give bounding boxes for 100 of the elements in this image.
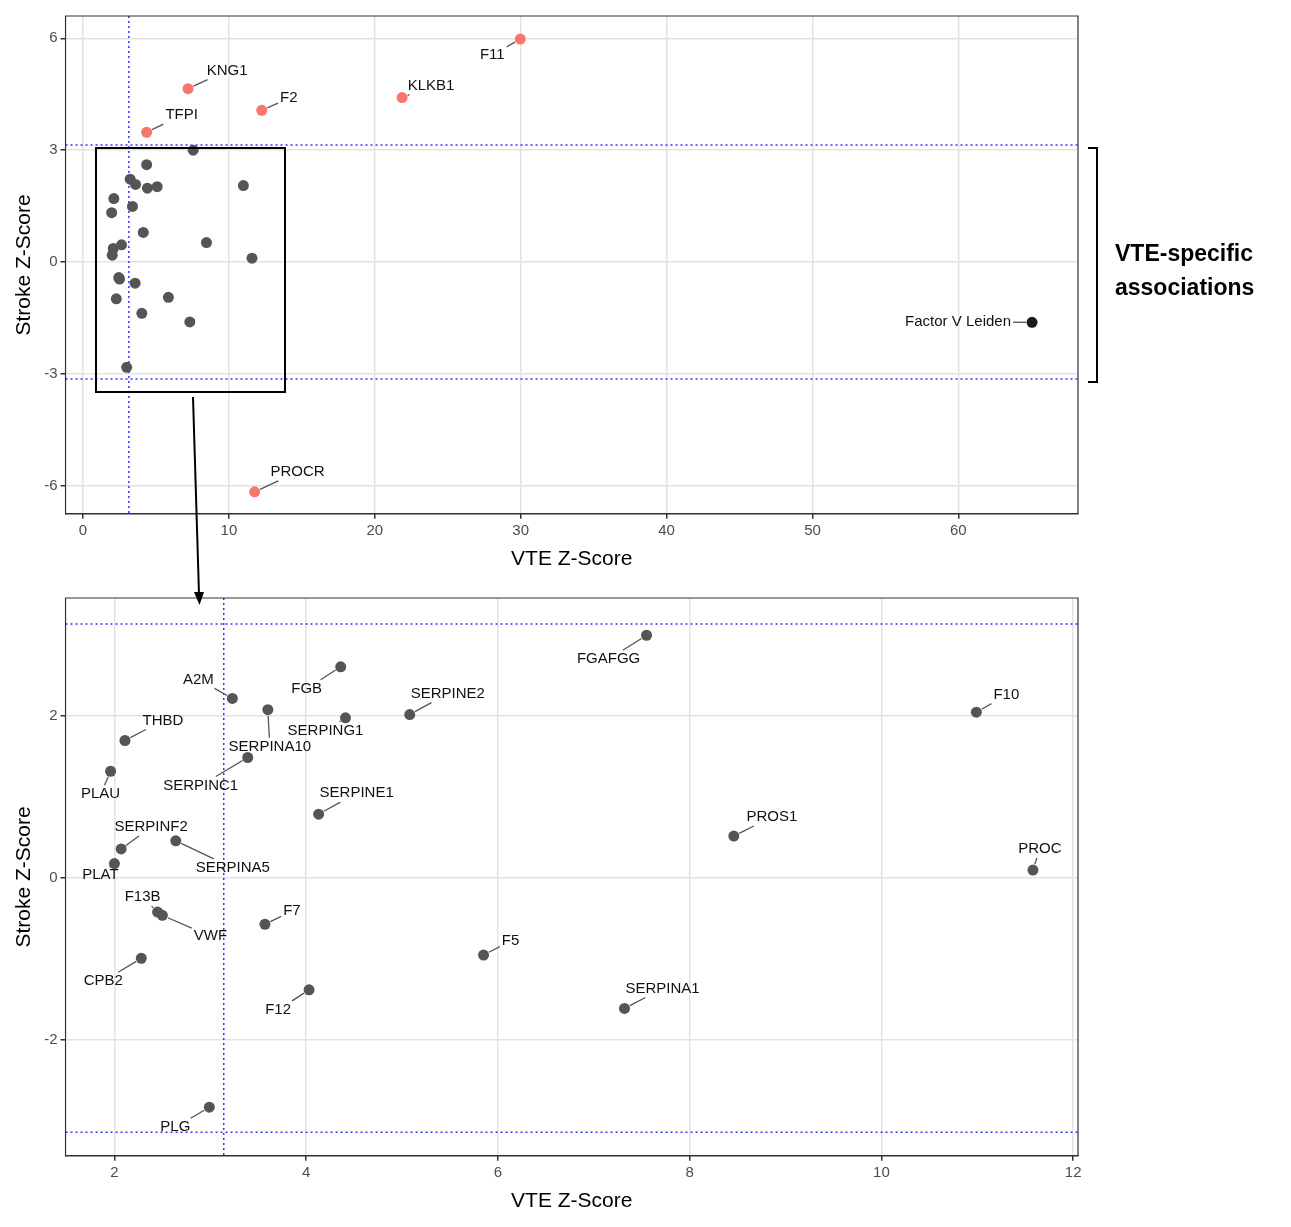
point bbox=[130, 178, 142, 190]
y-tick-label: 6 bbox=[49, 28, 58, 46]
point bbox=[256, 104, 268, 116]
point bbox=[106, 207, 118, 219]
y-tick-label: -2 bbox=[44, 1030, 58, 1048]
point bbox=[728, 830, 740, 842]
x-axis-title: VTE Z-Score bbox=[511, 546, 633, 570]
y-tick-label: 0 bbox=[49, 252, 58, 270]
point bbox=[1027, 864, 1039, 876]
point bbox=[340, 712, 351, 724]
x-axis-title: VTE Z-Score bbox=[511, 1188, 633, 1212]
point bbox=[970, 706, 982, 718]
x-tick-label: 30 bbox=[512, 520, 530, 538]
point bbox=[249, 486, 261, 498]
x-tick-label: 20 bbox=[366, 520, 384, 538]
point bbox=[478, 949, 490, 961]
x-tick-label: 8 bbox=[685, 1162, 694, 1180]
point bbox=[110, 293, 122, 305]
point bbox=[303, 984, 315, 996]
point bbox=[396, 92, 408, 104]
annotation: PLG bbox=[160, 1117, 191, 1135]
point bbox=[184, 316, 196, 328]
point bbox=[226, 692, 238, 704]
x-tick-label: 60 bbox=[950, 520, 967, 538]
annotation: KLKB1 bbox=[407, 75, 455, 93]
point bbox=[121, 361, 133, 373]
annotation: FGAFGG bbox=[576, 649, 641, 667]
annotation: PLAU bbox=[81, 784, 121, 802]
annotation: TFPI bbox=[165, 105, 198, 123]
annotation: F7 bbox=[283, 901, 301, 919]
annotation: SERPINF2 bbox=[114, 817, 188, 835]
annotation: PROC bbox=[1018, 839, 1062, 857]
point bbox=[162, 291, 174, 303]
annotation: F11 bbox=[479, 45, 505, 63]
point bbox=[105, 765, 117, 777]
x-tick-label: 4 bbox=[302, 1162, 311, 1180]
x-tick-label: 40 bbox=[658, 520, 675, 538]
annotation: SERPINA10 bbox=[228, 736, 312, 754]
x-tick-label: 10 bbox=[220, 520, 238, 538]
y-tick-label: 3 bbox=[49, 140, 58, 158]
point bbox=[116, 239, 128, 251]
point bbox=[156, 909, 168, 921]
point bbox=[170, 835, 182, 847]
annotation: THBD bbox=[142, 710, 184, 728]
annotation: F5 bbox=[501, 931, 520, 949]
point bbox=[246, 252, 258, 264]
x-tick-label: 50 bbox=[804, 520, 821, 538]
annotation: SERPINC1 bbox=[163, 775, 239, 793]
point bbox=[237, 180, 249, 192]
point bbox=[141, 159, 153, 171]
annotation: F10 bbox=[993, 685, 1020, 703]
point bbox=[1026, 316, 1038, 328]
annotation: F13B bbox=[124, 887, 161, 905]
annotation: SERPINE2 bbox=[410, 683, 485, 701]
point bbox=[108, 193, 120, 205]
text: VTE-specific associations bbox=[1115, 239, 1256, 302]
point bbox=[115, 843, 127, 855]
annotation: F2 bbox=[280, 88, 298, 106]
y-tick-label: -3 bbox=[44, 363, 58, 381]
y-axis-title: Stroke Z-Score bbox=[11, 194, 35, 336]
annotation: FGB bbox=[291, 678, 323, 696]
point bbox=[619, 1002, 630, 1014]
point bbox=[127, 200, 138, 212]
annotation: A2M bbox=[182, 669, 214, 687]
point bbox=[141, 126, 153, 138]
point bbox=[129, 277, 141, 289]
point bbox=[242, 751, 254, 763]
y-tick-label: 2 bbox=[49, 706, 58, 724]
x-tick-label: 6 bbox=[493, 1162, 503, 1180]
point bbox=[259, 918, 271, 930]
point bbox=[404, 709, 416, 721]
annotation: SERPINA5 bbox=[195, 858, 270, 876]
point bbox=[262, 704, 274, 716]
annotation: PROS1 bbox=[746, 807, 798, 825]
point bbox=[151, 181, 163, 193]
point bbox=[641, 629, 653, 641]
point bbox=[200, 237, 212, 249]
y-tick-label: 0 bbox=[49, 868, 58, 886]
x-tick-label: 2 bbox=[110, 1162, 119, 1180]
point bbox=[313, 808, 325, 820]
annotation: SERPINE1 bbox=[319, 783, 394, 801]
point bbox=[135, 952, 147, 964]
annotation: PLAT bbox=[82, 864, 119, 882]
point bbox=[203, 1101, 215, 1113]
point bbox=[136, 307, 148, 319]
annotation: KNG1 bbox=[206, 60, 248, 78]
annotation: CPB2 bbox=[83, 971, 123, 989]
point bbox=[141, 182, 153, 194]
point bbox=[119, 734, 131, 746]
x-tick-label: 12 bbox=[1064, 1162, 1082, 1180]
y-tick-label: -6 bbox=[44, 475, 58, 493]
point bbox=[514, 33, 526, 45]
point bbox=[137, 226, 149, 238]
annotation: F12 bbox=[265, 999, 291, 1017]
annotation: SERPINA1 bbox=[625, 978, 700, 996]
annotation: PROCR bbox=[270, 461, 325, 479]
y-axis-title: Stroke Z-Score bbox=[11, 806, 35, 948]
annotation: VWF bbox=[193, 926, 228, 944]
annotation: SERPING1 bbox=[287, 720, 364, 738]
point bbox=[108, 858, 120, 870]
